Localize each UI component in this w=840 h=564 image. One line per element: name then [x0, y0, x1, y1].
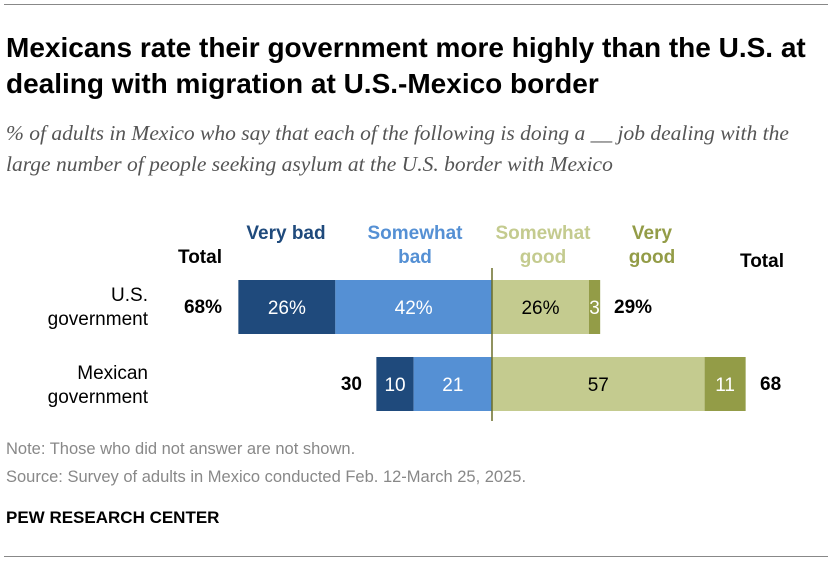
bar-label: 21 [442, 375, 463, 396]
bar-very-bad-1 [376, 357, 414, 411]
bar-somewhat-good-0 [492, 280, 589, 334]
bar-label: 11 [715, 375, 735, 396]
chart-title: Mexicans rate their government more high… [6, 32, 806, 99]
chart-subtitle: % of adults in Mexico who say that each … [6, 121, 789, 176]
header-very-good: Very good [628, 223, 676, 268]
header-total-good: Total [740, 251, 784, 272]
header-very-bad: Very bad [246, 223, 326, 244]
bar-very-good-1 [704, 357, 746, 411]
total-good-us: 29% [614, 297, 653, 318]
header-somewhat-bad: Somewhat bad [367, 223, 463, 268]
note: Note: Those who did not answer are not s… [6, 440, 356, 458]
row-label-us: U.S. government [47, 285, 148, 330]
bar-label: 57 [588, 375, 609, 396]
bar-label: 26% [521, 298, 559, 319]
bar-very-bad-0 [238, 280, 336, 334]
bar-very-good-0 [588, 280, 601, 334]
bar-label: 26% [268, 298, 306, 319]
bar-label: 3 [589, 298, 600, 319]
source: Source: Survey of adults in Mexico condu… [6, 468, 527, 486]
top-rule [4, 4, 828, 5]
total-bad-us: 68% [183, 297, 222, 318]
bottom-rule [4, 556, 828, 557]
total-good-mexico: 68 [760, 374, 782, 395]
bar-label: 10 [384, 375, 405, 396]
bar-somewhat-good-1 [492, 357, 705, 411]
bar-somewhat-bad-0 [335, 280, 492, 334]
bar-label: 42% [395, 298, 433, 319]
brand-logo-text: PEW RESEARCH CENTER [6, 508, 220, 527]
total-bad-mexico: 30 [340, 374, 362, 395]
header-somewhat-good: Somewhat good [495, 223, 591, 268]
bar-somewhat-bad-1 [413, 357, 492, 411]
header-total-bad: Total [178, 247, 222, 268]
row-label-mexico: Mexican government [47, 363, 148, 408]
